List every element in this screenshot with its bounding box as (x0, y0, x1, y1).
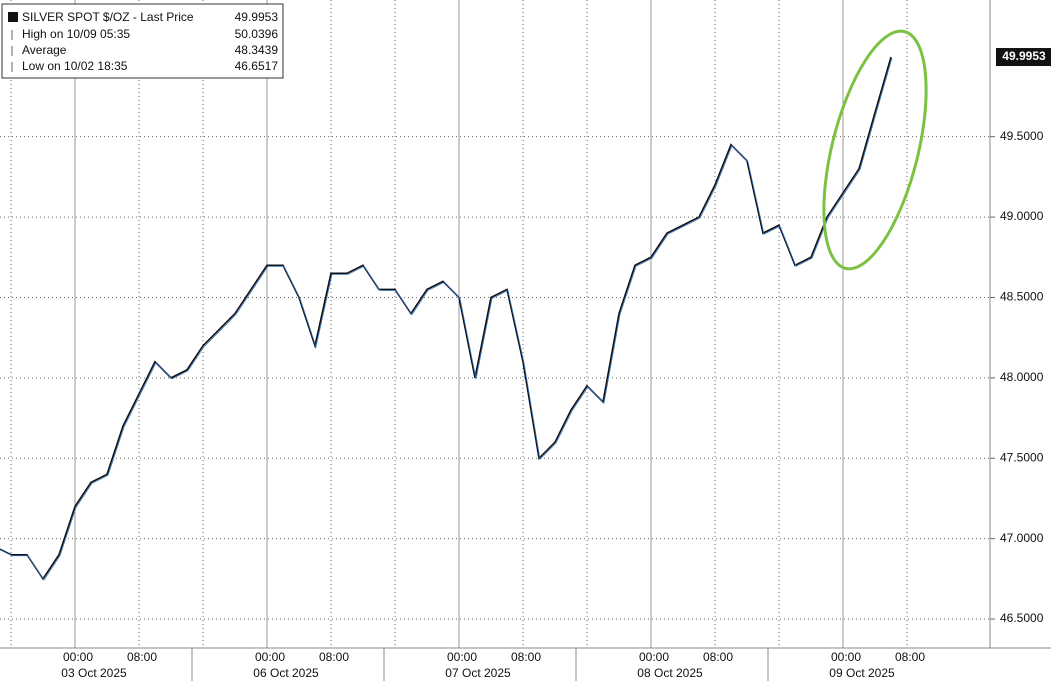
legend-stat-value: 50.0396 (235, 27, 279, 41)
x-date-label: 03 Oct 2025 (61, 666, 127, 680)
legend-series-name: SILVER SPOT $/OZ - Last Price (22, 10, 194, 24)
legend-stat-value: 46.6517 (235, 59, 279, 73)
x-tick-label: 08:00 (319, 650, 349, 664)
legend: SILVER SPOT $/OZ - Last Price 49.9953 High… (1, 3, 284, 79)
legend-last-value: 49.9953 (235, 10, 279, 24)
y-tick-label: 48.0000 (1000, 370, 1044, 384)
legend-stat-label: Average (22, 43, 67, 57)
y-tick-label: 47.5000 (1000, 450, 1044, 464)
x-tick-label: 00:00 (63, 650, 93, 664)
plot (0, 56, 893, 581)
x-date-label: 07 Oct 2025 (445, 666, 511, 680)
x-tick-label: 08:00 (895, 650, 925, 664)
x-date-label: 08 Oct 2025 (637, 666, 703, 680)
x-date-label: 09 Oct 2025 (829, 666, 895, 680)
x-date-label: 06 Oct 2025 (253, 666, 319, 680)
x-tick-label: 00:00 (447, 650, 477, 664)
y-tick-label: 47.0000 (1000, 531, 1044, 545)
last-price-label: 49.9953 (1002, 49, 1046, 63)
y-tick-label: 49.0000 (1000, 209, 1044, 223)
y-tick-label: 49.5000 (1000, 129, 1044, 143)
x-tick-label: 00:00 (255, 650, 285, 664)
legend-stat-label: Low on 10/02 18:35 (22, 59, 128, 73)
x-tick-label: 08:00 (127, 650, 157, 664)
x-tick-label: 00:00 (639, 650, 669, 664)
price-line-shade (0, 57, 893, 581)
x-tick-label: 08:00 (703, 650, 733, 664)
x-tick-label: 08:00 (511, 650, 541, 664)
highlight-ellipse (822, 29, 928, 271)
legend-stat-label: High on 10/09 05:35 (22, 27, 130, 41)
last-price-box (996, 48, 1051, 67)
grid (0, 0, 990, 648)
y-tick-label: 48.5000 (1000, 290, 1044, 304)
y-tick-label: 46.5000 (1000, 611, 1044, 625)
x-tick-label: 00:00 (831, 650, 861, 664)
legend-swatch (8, 12, 18, 22)
legend-box (1, 3, 284, 79)
legend-stat-value: 48.3439 (235, 43, 279, 57)
